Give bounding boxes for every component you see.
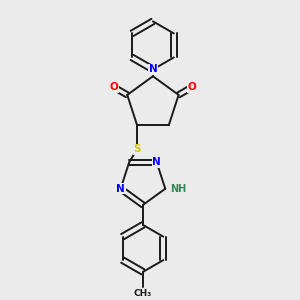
- Text: N: N: [148, 64, 157, 74]
- Text: S: S: [133, 144, 141, 154]
- Text: CH₃: CH₃: [134, 290, 152, 298]
- Text: O: O: [110, 82, 118, 92]
- Text: O: O: [188, 82, 196, 92]
- Text: N: N: [116, 184, 125, 194]
- Text: NH: NH: [170, 184, 186, 194]
- Text: N: N: [152, 158, 161, 167]
